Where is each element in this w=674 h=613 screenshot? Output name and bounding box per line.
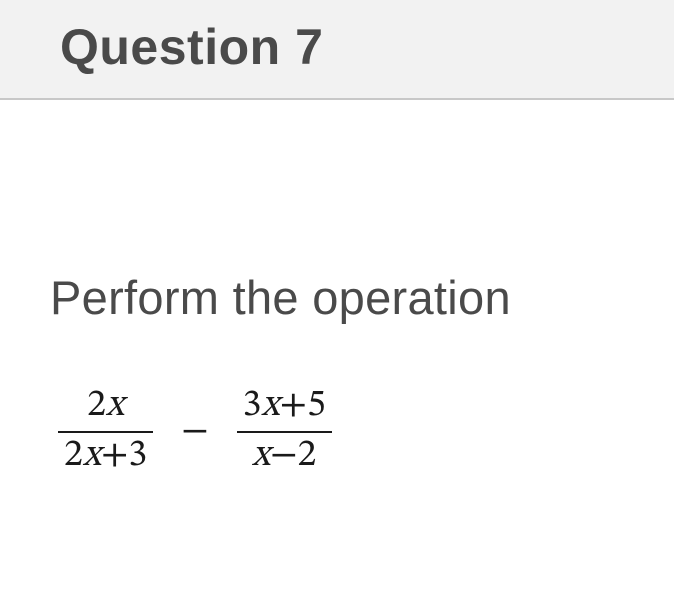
question-header: Question 7 bbox=[0, 0, 674, 100]
fraction-2-denominator: x−2 bbox=[246, 434, 322, 479]
fraction-2: 3x+5 x−2 bbox=[237, 385, 332, 478]
math-expression: 2x 2x+3 − 3x+5 x−2 bbox=[50, 385, 674, 478]
question-prompt: Perform the operation bbox=[50, 270, 674, 325]
fraction-2-numerator: 3x+5 bbox=[237, 385, 332, 430]
question-title: Question 7 bbox=[60, 18, 674, 76]
fraction-1-bar bbox=[58, 431, 153, 433]
fraction-1-denominator: 2x+3 bbox=[58, 434, 153, 479]
fraction-1: 2x 2x+3 bbox=[58, 385, 153, 478]
fraction-2-bar bbox=[237, 431, 332, 433]
fraction-1-numerator: 2x bbox=[81, 385, 130, 430]
question-content: Perform the operation 2x 2x+3 − 3x+5 x−2 bbox=[0, 100, 674, 478]
minus-operator: − bbox=[179, 413, 210, 451]
